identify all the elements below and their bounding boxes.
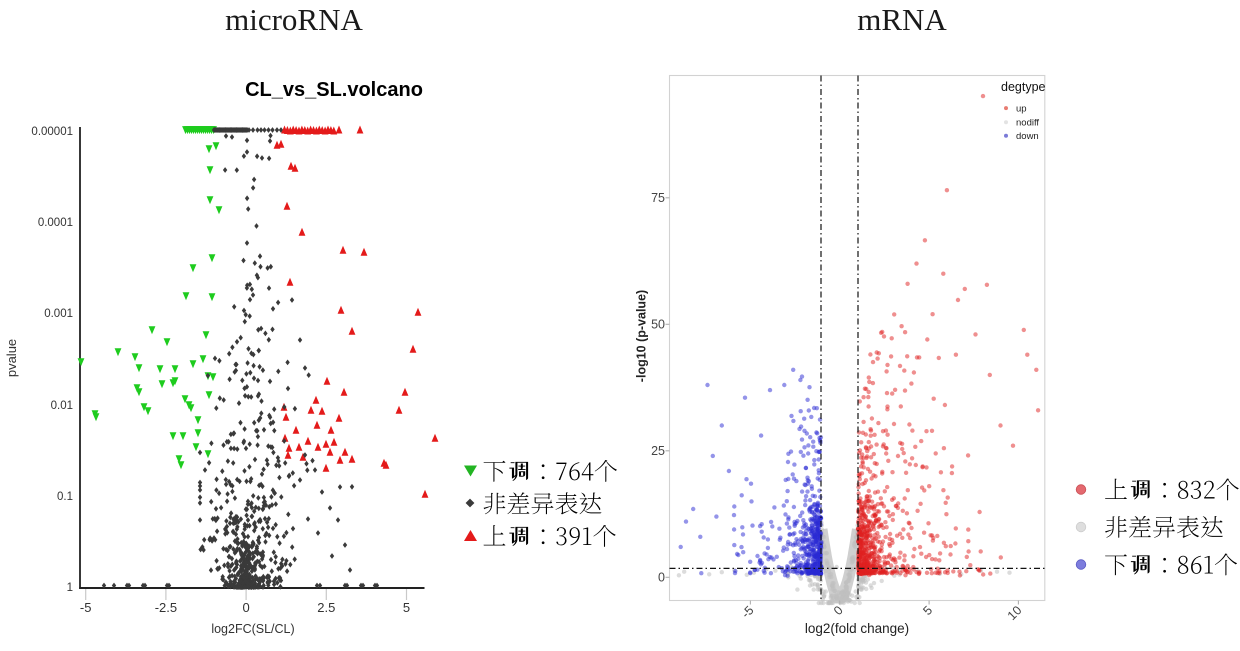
- svg-text:degtype: degtype: [1001, 80, 1046, 94]
- svg-text:-2.5: -2.5: [155, 600, 177, 615]
- svg-text:log2(fold change): log2(fold change): [805, 621, 909, 636]
- svg-text:25: 25: [651, 444, 665, 458]
- svg-text:-log10 (p-value): -log10 (p-value): [635, 290, 649, 382]
- svg-text:-5: -5: [80, 600, 92, 615]
- svg-text:75: 75: [651, 191, 665, 205]
- svg-text:5: 5: [403, 600, 410, 615]
- svg-text:0.1: 0.1: [57, 491, 73, 503]
- svg-text:0.00001: 0.00001: [31, 126, 73, 138]
- svg-text:0: 0: [242, 600, 249, 615]
- svg-text:nodiff: nodiff: [1016, 118, 1039, 129]
- svg-text:microRNA: microRNA: [225, 2, 363, 37]
- svg-text:50: 50: [651, 318, 665, 332]
- svg-text:CL_vs_SL.volcano: CL_vs_SL.volcano: [245, 79, 423, 101]
- svg-text:up: up: [1016, 104, 1027, 115]
- svg-text:log2FC(SL/CL): log2FC(SL/CL): [211, 622, 294, 636]
- svg-text:0: 0: [658, 571, 665, 585]
- svg-text:0.01: 0.01: [51, 400, 73, 412]
- svg-text:mRNA: mRNA: [857, 2, 947, 37]
- svg-text:1: 1: [67, 582, 73, 594]
- svg-text:pvalue: pvalue: [4, 339, 19, 377]
- svg-text:2.5: 2.5: [317, 600, 335, 615]
- svg-text:down: down: [1016, 131, 1039, 142]
- svg-text:0.001: 0.001: [44, 308, 73, 320]
- svg-text:0.0001: 0.0001: [38, 217, 73, 229]
